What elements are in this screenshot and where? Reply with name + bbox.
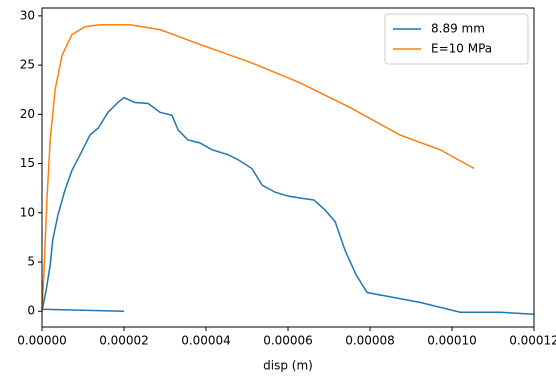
y-tick-label: 20	[20, 107, 35, 121]
y-tick-label: 5	[27, 255, 35, 269]
legend-label: 8.89 mm	[431, 22, 485, 36]
series-line	[41, 23, 475, 312]
x-tick-label: 0.00012	[509, 334, 556, 348]
y-tick-label: 15	[20, 156, 35, 170]
series-line	[41, 96, 535, 315]
plot-frame	[41, 7, 535, 328]
x-tick-label: 0.00004	[181, 334, 231, 348]
legend-label: E=10 MPa	[431, 42, 492, 56]
legend-box	[384, 13, 529, 65]
y-tick-label: 0	[27, 304, 35, 318]
y-tick-label: 10	[20, 205, 35, 219]
y-tick-label: 30	[20, 8, 35, 22]
x-tick-label: 0.00000	[17, 334, 67, 348]
y-tick-label: 25	[20, 58, 35, 72]
x-tick-label: 0.00002	[99, 334, 149, 348]
x-tick-label: 0.00010	[427, 334, 477, 348]
x-tick-label: 0.00006	[263, 334, 313, 348]
x-tick-label: 0.00008	[345, 334, 395, 348]
x-axis-label: disp (m)	[263, 359, 313, 373]
